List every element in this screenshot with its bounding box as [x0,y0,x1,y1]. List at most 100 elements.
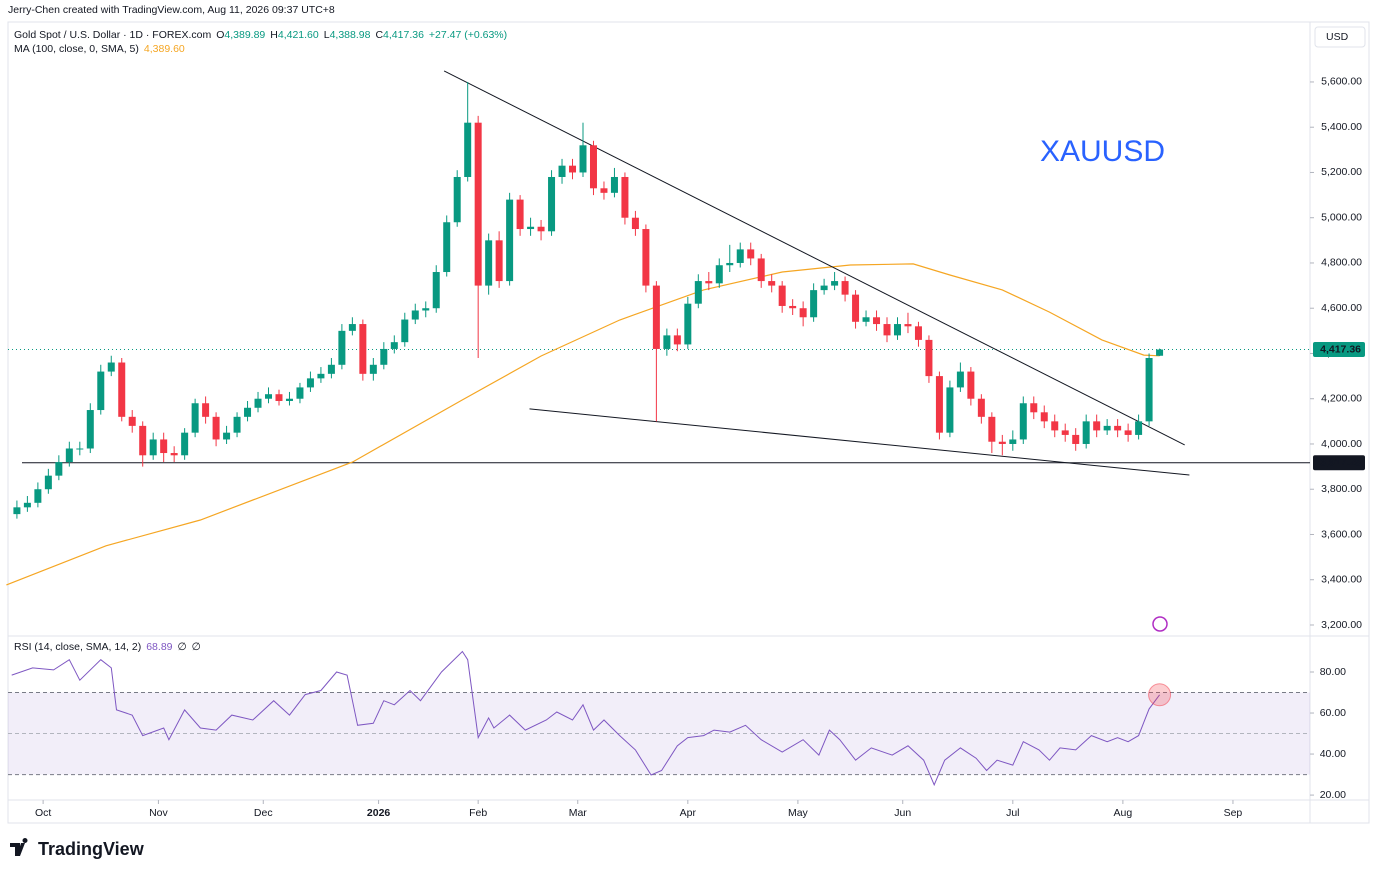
candle-body [422,308,430,311]
candle-body [443,222,451,273]
change: +27.47 (+0.63%) [429,29,507,41]
x-tick-label: Mar [569,807,588,819]
ohlc-value: 4,421.60 [278,29,319,41]
ohlc-value: 4,417.36 [383,29,424,41]
candle-body [841,281,849,295]
trendline [529,408,1190,476]
y-tick-label: 4,600.00 [1321,302,1362,314]
alert-icon[interactable] [1152,616,1168,632]
candle-body [799,308,807,318]
ma-name: MA (100, close, 0, SMA, 5) [14,43,139,55]
ohlc-value: 4,388.98 [330,29,371,41]
candle-body [673,335,681,345]
y-tick-label: 3,800.00 [1321,483,1362,495]
candle-body [852,294,860,322]
rsi-title: RSI (14, close, SMA, 14, 2) [14,641,141,653]
candle-body [327,364,335,374]
candle-body [506,199,514,282]
ohlc-key: H [270,29,278,41]
candle-body [432,272,440,309]
candle-body [705,281,713,284]
candle-body [862,317,870,322]
candle-body [778,285,786,306]
candle-body [893,324,901,336]
candle-body [244,407,252,417]
ma-legend: MA (100, close, 0, SMA, 5) 4,389.60 [14,43,185,55]
ma-value: 4,389.60 [144,43,185,55]
level-label: 3,917.25 [1320,456,1361,468]
ohlc-value: 4,389.89 [224,29,265,41]
candle-body [86,410,94,449]
y-tick-label: 4,000.00 [1321,438,1362,450]
x-tick-label: 2026 [367,807,391,819]
candle-body [527,226,535,230]
last-price-label: 4,417.36 [1320,343,1361,355]
candle-body [107,362,115,372]
candle-body [1124,430,1132,435]
rsi-line [11,650,1161,787]
candle-body [736,249,744,263]
candle-body [925,339,933,377]
symbol-title: Gold Spot / U.S. Dollar · 1D · FOREX.com [14,29,211,41]
candle-body [464,122,472,177]
ohlc-key: C [375,29,383,41]
last-price-box [1313,342,1365,358]
candle-body [1156,349,1164,356]
logo-text: TradingView [38,839,145,859]
candle-body [967,371,975,399]
candle-body [55,462,63,476]
candle-body [747,249,755,259]
candle-body [873,317,881,325]
candle-body [1040,412,1048,422]
candle-body [589,145,597,189]
currency[interactable]: USD [1326,31,1349,43]
y-tick-label: 60.00 [1320,707,1346,719]
candle-body [621,176,629,218]
y-tick-label: 40.00 [1320,748,1346,760]
candle-body [1103,425,1111,431]
candle-body [726,262,734,266]
candle-body [988,416,996,442]
rsi-value: 68.89 [146,641,172,653]
candle-body [181,432,189,456]
candle-body [579,145,587,173]
candle-body [1061,430,1069,435]
candle-body [642,229,650,286]
y-tick-label: 3,200.00 [1321,619,1362,631]
candle-body [904,324,912,327]
candle-body [569,165,577,173]
y-tick-label: 3,600.00 [1321,528,1362,540]
candle-body [265,394,273,399]
candle-body [1051,421,1059,431]
x-tick-label: Sep [1224,807,1243,819]
logo-mark [10,838,28,856]
currency-box[interactable] [1314,26,1366,48]
candle-body [453,176,461,223]
candle-body [998,441,1006,444]
ma-line [6,263,1160,586]
creator-note: Jerry-Chen created with TradingView.com,… [8,4,335,16]
rsi-sma-value: ∅ [192,641,201,653]
candle-body [285,398,293,401]
candle-body [296,387,304,399]
candle-body [170,453,178,456]
candle-body [516,199,524,230]
candle-body [1145,357,1153,422]
ohlc-key: L [324,29,330,41]
candle-body [610,176,618,193]
candle-body [223,432,231,440]
candle-body [65,448,73,463]
candle-body [474,122,482,286]
candle-body [914,326,922,340]
candle-body [411,310,419,320]
x-tick-label: Jun [894,807,911,819]
candle-body [1072,434,1080,444]
candle-body [935,376,943,433]
candle-body [757,258,765,282]
candle-body [191,403,199,433]
candle-body [537,226,545,232]
candle-body [401,319,409,343]
candle-body [1114,425,1122,431]
